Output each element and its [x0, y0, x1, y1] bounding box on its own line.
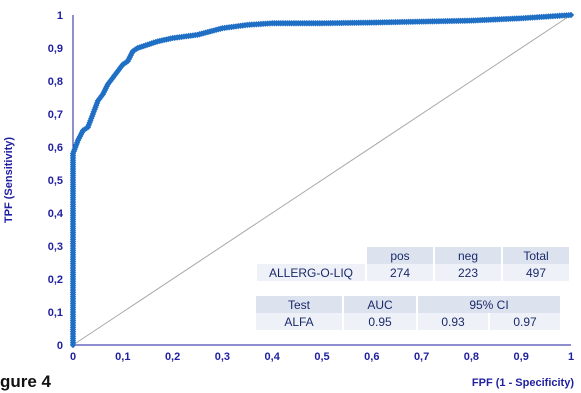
- y-tick-label: 0,5: [48, 175, 63, 187]
- auc-table: Test AUC 95% CI ALFA 0.95 0.93 0.97: [254, 296, 562, 330]
- x-tick-label: 0,4: [265, 351, 281, 363]
- auc-header-ci: 95% CI: [418, 296, 560, 313]
- auc-value-ci-low: 0.93: [418, 313, 488, 330]
- reference-diagonal: [72, 14, 572, 346]
- roc-marker: [567, 11, 575, 19]
- x-tick-label: 1: [568, 351, 574, 363]
- x-tick-label: 0,8: [464, 351, 479, 363]
- y-tick-label: 0,2: [48, 274, 63, 286]
- auc-header-auc: AUC: [344, 296, 416, 313]
- counts-header-pos: pos: [367, 247, 433, 264]
- x-axis-label: FPF (1 - Specificity): [472, 377, 574, 389]
- tick-labels: 0 0,1 0,2 0,3 0,4 0,5 0,6 0,7 0,8 0,9 1 0 0,1 0,2 0,3 0…: [48, 10, 574, 363]
- y-tick-label: 0: [57, 340, 63, 352]
- roc-markers: [69, 11, 575, 349]
- y-tick-label: 0,9: [48, 43, 63, 55]
- y-tick-label: 0,7: [48, 109, 63, 121]
- auc-value-test: ALFA: [256, 313, 342, 330]
- x-tick-label: 0,2: [165, 351, 180, 363]
- counts-corner: [257, 247, 365, 264]
- y-axis-label: TPF (Sensitivity): [3, 137, 15, 224]
- auc-value-ci-high: 0.97: [490, 313, 560, 330]
- x-tick-label: 0: [70, 351, 76, 363]
- auc-value-auc: 0.95: [344, 313, 416, 330]
- y-tick-label: 0,1: [48, 307, 63, 319]
- counts-value-total: 497: [503, 264, 569, 281]
- counts-value-neg: 223: [435, 264, 501, 281]
- counts-row-label: ALLERG-O-LIQ: [257, 264, 365, 281]
- counts-value-pos: 274: [367, 264, 433, 281]
- y-tick-label: 0,4: [48, 208, 64, 220]
- counts-header-total: Total: [503, 247, 569, 264]
- auc-header-test: Test: [256, 296, 342, 313]
- x-tick-label: 0,7: [414, 351, 429, 363]
- x-tick-label: 0,5: [314, 351, 329, 363]
- counts-table: pos neg Total ALLERG-O-LIQ 274 223 497: [255, 247, 571, 281]
- counts-header-neg: neg: [435, 247, 501, 264]
- x-tick-label: 0,3: [215, 351, 230, 363]
- y-tick-label: 0,3: [48, 241, 63, 253]
- figure-caption: gure 4: [0, 372, 52, 391]
- x-tick-label: 0,9: [514, 351, 529, 363]
- y-tick-label: 1: [57, 10, 63, 22]
- x-tick-label: 0,6: [364, 351, 379, 363]
- y-tick-label: 0,6: [48, 142, 63, 154]
- y-tick-label: 0,8: [48, 76, 63, 88]
- x-tick-label: 0,1: [115, 351, 130, 363]
